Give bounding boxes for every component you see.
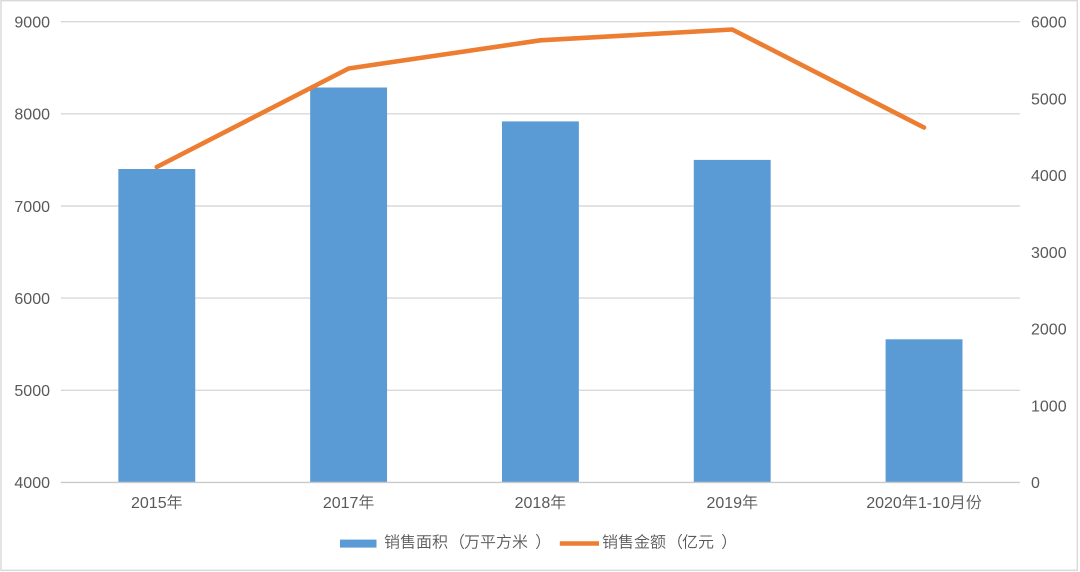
svg-text:2015: 2015	[131, 495, 167, 512]
svg-text:3000: 3000	[1031, 245, 1067, 262]
svg-text:2019: 2019	[706, 495, 742, 512]
svg-text:4000: 4000	[14, 475, 50, 492]
svg-text:6000: 6000	[1031, 15, 1067, 32]
svg-text:7000: 7000	[14, 199, 50, 216]
svg-text:1000: 1000	[1031, 398, 1067, 415]
svg-text:8000: 8000	[14, 107, 50, 124]
svg-text:2000: 2000	[1031, 322, 1067, 339]
svg-text:0: 0	[1031, 475, 1040, 492]
svg-text:2017: 2017	[323, 495, 359, 512]
svg-text:1-10: 1-10	[918, 495, 950, 512]
svg-text:5000: 5000	[14, 383, 50, 400]
svg-text:2020: 2020	[866, 495, 902, 512]
svg-text:5000: 5000	[1031, 91, 1067, 108]
svg-text:2018: 2018	[515, 495, 551, 512]
svg-text:4000: 4000	[1031, 168, 1067, 185]
svg-text:9000: 9000	[14, 15, 50, 32]
svg-text:6000: 6000	[14, 291, 50, 308]
